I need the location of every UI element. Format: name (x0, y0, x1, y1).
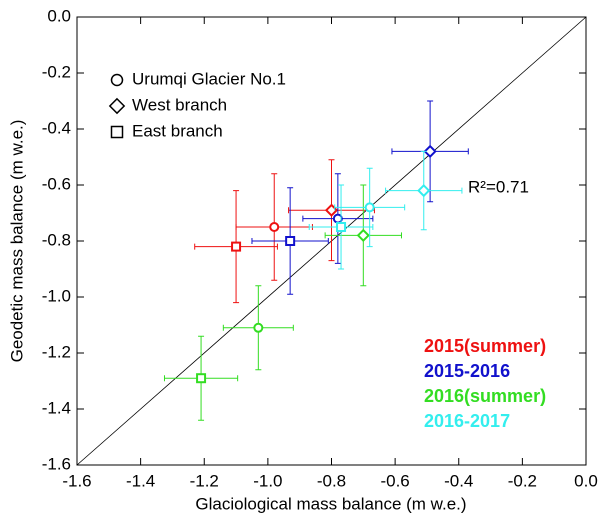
y-tick-label: -0.2 (42, 62, 71, 81)
point (285, 236, 296, 246)
point (196, 373, 207, 384)
x-tick-label: -0.8 (317, 471, 346, 490)
point (253, 322, 264, 333)
x-tick-label: -1.4 (126, 471, 155, 490)
y-tick-label: -0.8 (42, 230, 71, 249)
x-tick-label: -1.0 (253, 471, 282, 490)
legend-label: East branch (132, 121, 223, 140)
point (364, 202, 375, 213)
y-tick-label: -1.6 (42, 454, 71, 473)
point (269, 222, 280, 232)
legend-label: 2016-2017 (424, 411, 510, 431)
x-tick-label: -1.6 (62, 471, 91, 490)
point (356, 228, 370, 243)
y-tick-label: -1.4 (42, 398, 71, 417)
legend-label: 2015(summer) (424, 336, 546, 356)
point (336, 222, 347, 232)
y-axis-label: Geodetic mass balance (m w.e.) (7, 120, 26, 363)
x-tick-label: -0.2 (508, 471, 537, 490)
point (417, 183, 431, 198)
legend-label: West branch (132, 95, 227, 114)
x-tick-label: -0.4 (444, 471, 473, 490)
y-tick-label: 0.0 (47, 6, 71, 25)
legend-label: Urumqi Glacier No.1 (132, 69, 286, 88)
x-tick-label: -0.6 (380, 471, 409, 490)
x-axis-label: Glaciological mass balance (m w.e.) (195, 494, 466, 513)
legend-marker (108, 97, 126, 115)
legend-label: 2015-2016 (424, 361, 510, 381)
y-tick-label: -1.2 (42, 342, 71, 361)
legend-label: 2016(summer) (424, 386, 546, 406)
legend-marker (110, 125, 124, 139)
y-tick-label: -0.6 (42, 174, 71, 193)
x-tick-label: 0.0 (574, 471, 598, 490)
point (423, 144, 437, 159)
y-tick-label: -1.0 (42, 286, 71, 305)
legend-marker (110, 73, 124, 87)
point (231, 241, 242, 252)
x-tick-label: -1.2 (190, 471, 219, 490)
annotation: R²=0.71 (468, 177, 529, 196)
y-tick-label: -0.4 (42, 118, 71, 137)
